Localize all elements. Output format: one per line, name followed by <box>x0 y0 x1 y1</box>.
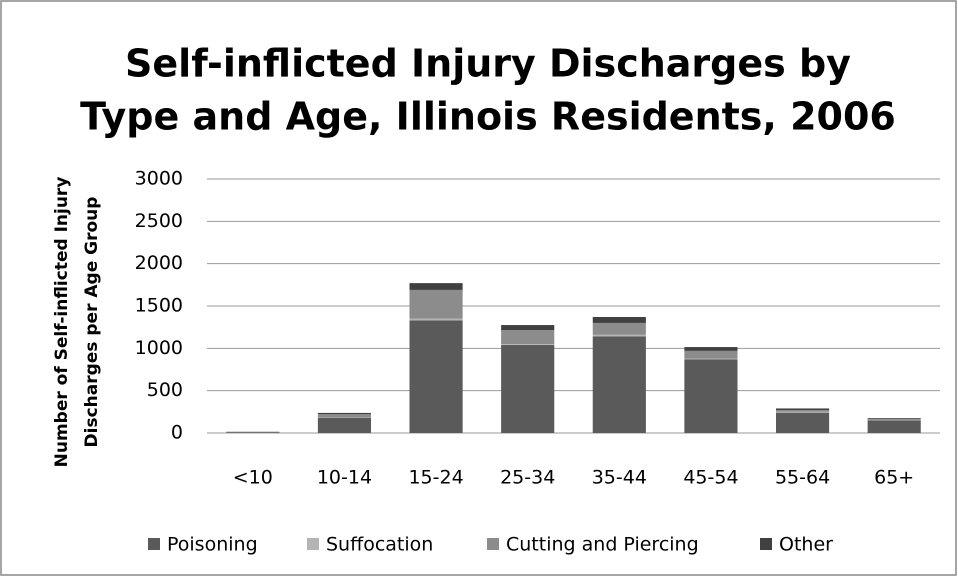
x-tick-label: 10-14 <box>317 467 372 489</box>
bar-segment <box>592 322 646 335</box>
bar-segment <box>317 414 372 418</box>
bar-segment <box>501 344 555 433</box>
y-tick-label: 0 <box>171 422 183 444</box>
legend-label: Cutting and Piercing <box>506 534 699 556</box>
legend-swatch <box>760 538 772 550</box>
bar-segment <box>867 419 921 420</box>
bar-segment <box>501 344 555 345</box>
bar-segment <box>867 420 921 433</box>
bar-segment <box>409 318 463 321</box>
bar-segment <box>226 432 280 433</box>
bar-segment <box>501 325 555 331</box>
chart-title: Type and Age, Illinois Residents, 2006 <box>80 95 896 139</box>
legend-swatch <box>487 538 499 550</box>
y-tick-label: 2000 <box>135 252 183 274</box>
bar-segment <box>409 283 463 290</box>
bar-segment <box>317 412 372 415</box>
x-tick-label: 35-44 <box>592 467 647 489</box>
x-tick-label: 45-54 <box>683 467 738 489</box>
bar-segment <box>501 330 555 345</box>
bar-segment <box>409 320 463 433</box>
bar-segment <box>317 418 372 433</box>
legend-swatch <box>148 538 160 550</box>
bar-segment <box>684 347 738 351</box>
legend-label: Poisoning <box>167 534 258 556</box>
bar-segment <box>775 411 830 413</box>
bar-segment <box>775 408 830 411</box>
y-axis-title: Number of Self-inflicted Injury Discharg… <box>52 177 102 468</box>
y-tick-label: 2500 <box>135 210 183 232</box>
bar-segment <box>409 289 463 319</box>
legend-swatch <box>307 538 319 550</box>
bar-segment <box>775 412 830 433</box>
legend-label: Suffocation <box>326 534 433 556</box>
x-tick-label: 65+ <box>874 467 914 489</box>
y-axis-title-line: Number of Self-inflicted Injury <box>52 177 72 468</box>
x-tick-label: 25-34 <box>500 467 555 489</box>
legend-label: Other <box>779 534 833 556</box>
chart-title: Self-inflicted Injury Discharges by <box>125 42 851 86</box>
bar-segment <box>592 336 646 433</box>
y-tick-label: 3000 <box>135 168 183 190</box>
x-tick-label: 55-64 <box>775 467 830 489</box>
y-tick-label: 1000 <box>135 337 183 359</box>
y-tick-label: 1500 <box>135 295 183 317</box>
bar-segment <box>867 418 921 420</box>
x-tick-label: 15-24 <box>408 467 463 489</box>
bar-segment <box>684 350 738 359</box>
y-axis-title-line: Discharges per Age Group <box>82 197 102 448</box>
bar-segment <box>684 359 738 433</box>
bar-segment <box>775 410 830 412</box>
y-tick-label: 500 <box>147 379 183 401</box>
x-tick-label: <10 <box>233 467 273 489</box>
bar-segment <box>684 358 738 360</box>
bar-segment <box>592 334 646 337</box>
bar-segment <box>592 317 646 323</box>
